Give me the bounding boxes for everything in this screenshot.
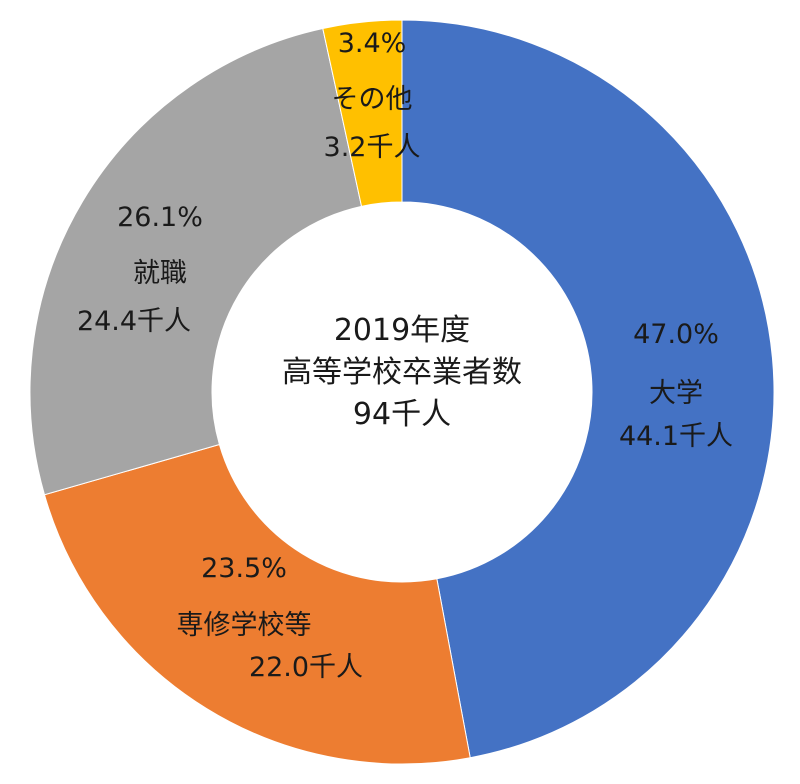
slice-2-name: 就職 [133, 258, 187, 289]
slice-1-name: 専修学校等 [177, 610, 312, 641]
slice-3 [322, 19, 403, 207]
slice-2-value-label: 24.4千人 [77, 306, 191, 337]
labels-group: 47.0% 大学 44.1千人 23.5% 専修学校等 22.0千人 26.1% 就職 24.4… [77, 28, 733, 683]
slice-0 [401, 19, 775, 759]
slice-0-value-label: 44.1千人 [619, 421, 733, 452]
center-label: 2019年度 高等学校卒業者数 94千人 [282, 313, 522, 432]
slices-group [29, 19, 775, 765]
slice-0-name: 大学 [649, 378, 703, 409]
slice-1-percent: 23.5% [201, 553, 287, 584]
slice-2 [29, 27, 363, 496]
slice-3-percent: 3.4% [338, 28, 407, 59]
slice-0-percent: 47.0% [633, 319, 719, 350]
slice-3-value-label: 3.2千人 [324, 132, 421, 163]
slice-1 [43, 443, 471, 765]
slice-1-value-label: 22.0千人 [249, 652, 363, 683]
center-line-3: 94千人 [353, 397, 451, 432]
slice-3-name: その他 [332, 84, 413, 115]
center-line-2: 高等学校卒業者数 [282, 355, 522, 390]
slice-2-percent: 26.1% [117, 202, 203, 233]
center-line-1: 2019年度 [334, 313, 470, 348]
